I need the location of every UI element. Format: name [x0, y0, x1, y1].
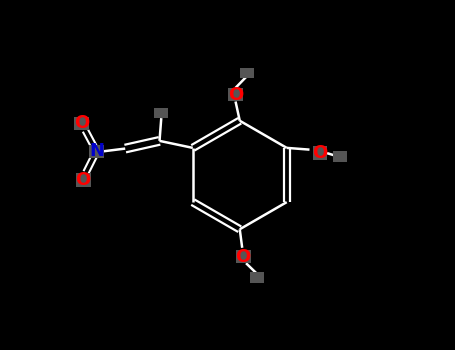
Text: O: O: [236, 247, 251, 266]
Bar: [240, 68, 254, 78]
Text: N: N: [89, 142, 104, 160]
Bar: [89, 145, 104, 158]
Text: O: O: [312, 144, 328, 162]
Bar: [333, 151, 347, 162]
Bar: [76, 174, 91, 187]
Text: O: O: [228, 85, 243, 104]
Bar: [154, 108, 168, 118]
Bar: [250, 272, 264, 283]
Bar: [75, 117, 89, 130]
Bar: [236, 250, 251, 263]
Bar: [313, 146, 327, 160]
Text: O: O: [76, 171, 91, 189]
Text: O: O: [74, 114, 90, 132]
Bar: [228, 88, 243, 101]
